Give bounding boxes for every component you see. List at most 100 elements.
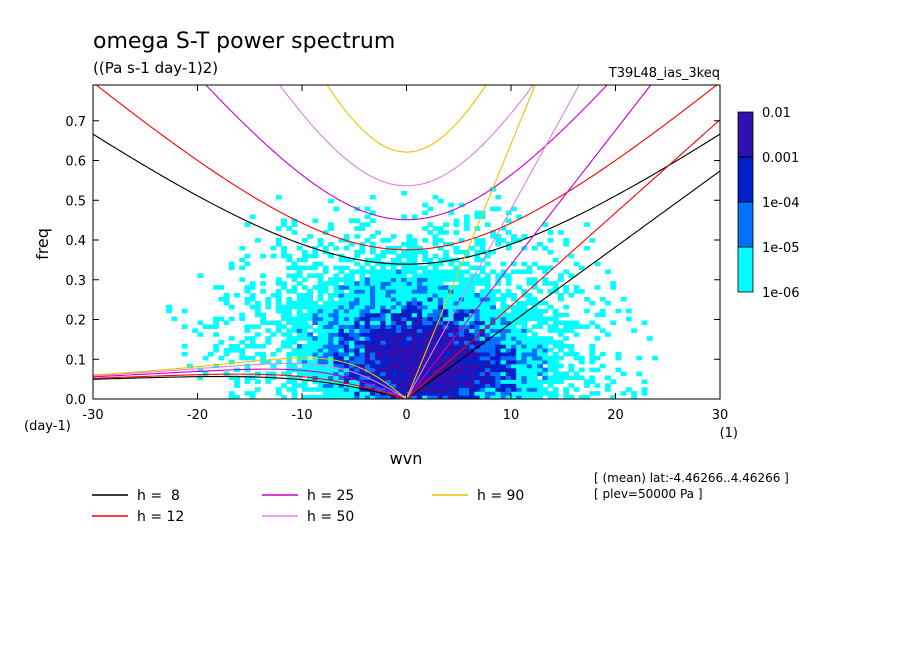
- power-cell: [495, 367, 502, 373]
- power-cell: [479, 347, 486, 353]
- power-cell: [537, 316, 543, 322]
- power-cell: [422, 344, 428, 349]
- power-cell: [474, 371, 481, 377]
- power-cell: [281, 383, 287, 388]
- power-cell: [453, 230, 460, 235]
- power-cell: [458, 289, 465, 294]
- power-cell: [558, 371, 564, 377]
- power-cell: [406, 245, 413, 251]
- power-cell: [396, 363, 402, 369]
- power-cell: [537, 391, 543, 396]
- power-cell: [537, 242, 543, 247]
- power-cell: [296, 320, 303, 326]
- power-cell: [422, 238, 428, 243]
- power-cell: [265, 336, 272, 341]
- y-tick-label: 0.7: [65, 115, 86, 130]
- power-cell: [437, 391, 444, 396]
- power-cell: [479, 344, 486, 349]
- power-cell: [443, 336, 449, 341]
- power-cell: [401, 359, 408, 365]
- power-cell: [291, 289, 298, 294]
- power-cell: [463, 296, 470, 302]
- power-cell: [422, 281, 428, 286]
- power-cell: [511, 261, 517, 267]
- power-cell: [328, 347, 334, 353]
- power-cell: [338, 344, 345, 349]
- power-cell: [396, 281, 402, 286]
- power-cell: [396, 355, 402, 361]
- power-cell: [500, 395, 507, 399]
- power-cell: [526, 269, 533, 275]
- power-cell: [291, 351, 298, 357]
- power-cell: [484, 379, 491, 384]
- power-cell: [437, 226, 444, 231]
- power-cell: [563, 344, 570, 349]
- power-cell: [526, 391, 533, 396]
- power-cell: [349, 351, 355, 357]
- power-cell: [343, 355, 350, 361]
- power-cell: [448, 300, 455, 306]
- power-cell: [422, 289, 428, 294]
- power-cell: [542, 387, 549, 392]
- power-cell: [437, 332, 444, 337]
- power-cell: [338, 347, 345, 353]
- power-cell: [422, 308, 428, 314]
- power-cell: [479, 269, 486, 275]
- power-cell: [422, 336, 428, 341]
- power-cell: [302, 332, 308, 337]
- power-cell: [260, 312, 267, 318]
- power-cell: [416, 300, 423, 306]
- run-label: T39L48_ias_3keq: [608, 66, 720, 81]
- power-cell: [463, 351, 470, 357]
- power-cell: [558, 379, 564, 384]
- power-cell: [385, 355, 392, 361]
- power-cell: [448, 312, 455, 318]
- power-cell: [422, 324, 428, 329]
- power-cell: [479, 363, 486, 369]
- power-cell: [526, 355, 533, 361]
- power-cell: [505, 367, 512, 373]
- power-cell: [594, 312, 601, 318]
- power-cell: [354, 359, 361, 365]
- power-cell: [343, 308, 350, 314]
- power-cell: [223, 293, 230, 298]
- power-cell: [589, 359, 596, 365]
- power-cell: [338, 336, 345, 341]
- power-cell: [422, 328, 428, 333]
- power-cell: [526, 328, 533, 333]
- power-cell: [328, 242, 334, 247]
- power-cell: [385, 312, 392, 318]
- power-cell: [390, 320, 397, 326]
- power-cell: [364, 214, 371, 220]
- power-cell: [385, 332, 392, 337]
- power-cell: [505, 351, 512, 357]
- power-cell: [390, 296, 397, 302]
- power-cell: [281, 344, 287, 349]
- power-cell: [354, 304, 361, 310]
- power-cell: [411, 336, 418, 341]
- power-cell: [244, 375, 251, 380]
- power-cell: [364, 296, 371, 302]
- power-cell: [359, 336, 366, 341]
- power-cell: [521, 351, 528, 357]
- power-cell: [495, 273, 502, 278]
- power-cell: [322, 336, 329, 341]
- power-cell: [265, 328, 272, 333]
- power-cell: [490, 249, 496, 255]
- power-cell: [385, 336, 392, 341]
- power-cell: [375, 387, 381, 392]
- power-cell: [296, 273, 303, 278]
- power-cell: [443, 351, 449, 357]
- power-cell: [416, 344, 423, 349]
- power-cell: [469, 371, 476, 377]
- power-cell: [526, 308, 533, 314]
- power-cell: [605, 383, 611, 388]
- power-cell: [500, 300, 507, 306]
- power-cell: [469, 336, 476, 341]
- power-cell: [458, 379, 465, 384]
- power-cell: [490, 206, 496, 212]
- power-cell: [265, 379, 272, 384]
- power-cell: [369, 344, 376, 349]
- power-cell: [239, 265, 246, 271]
- power-cell: [437, 285, 444, 290]
